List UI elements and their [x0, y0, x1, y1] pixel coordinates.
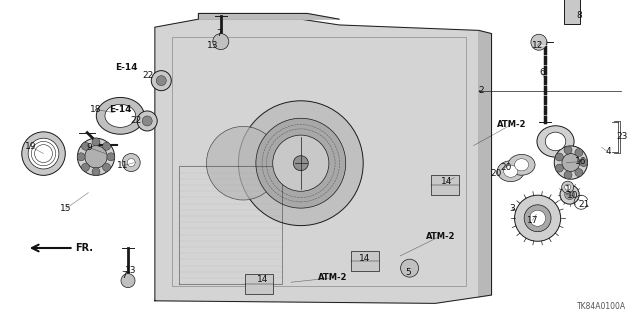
Circle shape [156, 76, 166, 86]
Circle shape [137, 111, 157, 131]
Text: 3: 3 [509, 204, 515, 213]
Circle shape [142, 116, 152, 126]
Circle shape [92, 168, 100, 176]
Polygon shape [155, 19, 479, 303]
Text: 23: 23 [616, 132, 628, 141]
Circle shape [122, 154, 140, 172]
Circle shape [554, 146, 588, 179]
Circle shape [127, 158, 135, 166]
Ellipse shape [96, 97, 145, 134]
Polygon shape [198, 13, 339, 19]
Circle shape [564, 146, 572, 154]
Circle shape [22, 132, 65, 175]
Circle shape [293, 156, 308, 171]
Circle shape [81, 142, 90, 150]
Text: E-14: E-14 [109, 105, 132, 114]
Circle shape [401, 259, 419, 277]
Circle shape [530, 210, 545, 226]
Text: 7: 7 [122, 271, 127, 280]
Bar [351, 251, 379, 271]
Text: 10: 10 [567, 191, 579, 200]
Circle shape [562, 154, 580, 172]
Circle shape [107, 153, 115, 161]
Bar [172, 37, 466, 286]
Circle shape [151, 71, 172, 91]
Circle shape [564, 184, 571, 190]
Text: 14: 14 [359, 254, 371, 263]
Bar [564, 0, 580, 24]
Text: 17: 17 [527, 216, 538, 225]
Text: 13: 13 [207, 41, 219, 50]
Circle shape [212, 34, 229, 50]
Text: ATM-2: ATM-2 [426, 232, 455, 241]
Polygon shape [479, 30, 492, 297]
Circle shape [28, 138, 59, 169]
Text: 7: 7 [216, 29, 221, 38]
Text: 13: 13 [125, 266, 137, 275]
Text: ATM-2: ATM-2 [497, 120, 527, 129]
Text: ATM-2: ATM-2 [318, 273, 348, 282]
Circle shape [238, 101, 363, 226]
Bar [431, 175, 459, 195]
Ellipse shape [504, 165, 518, 177]
Ellipse shape [508, 155, 535, 175]
Text: 12: 12 [532, 41, 543, 50]
Circle shape [531, 34, 547, 50]
Text: 11: 11 [117, 161, 129, 170]
Circle shape [564, 189, 575, 200]
Circle shape [564, 171, 572, 179]
Circle shape [575, 148, 583, 156]
Circle shape [256, 118, 346, 208]
Text: 19: 19 [25, 142, 36, 151]
Text: 1: 1 [566, 185, 571, 194]
Bar [245, 274, 273, 294]
Text: 6: 6 [540, 68, 545, 77]
Text: FR.: FR. [76, 243, 93, 253]
Circle shape [77, 138, 115, 175]
Text: 2: 2 [479, 86, 484, 95]
Circle shape [273, 135, 329, 191]
Circle shape [92, 138, 100, 146]
Text: 8: 8 [577, 11, 582, 20]
Text: 15: 15 [60, 204, 72, 213]
Text: E-14: E-14 [115, 63, 138, 72]
Ellipse shape [537, 126, 574, 157]
Text: 18: 18 [90, 105, 102, 114]
Circle shape [524, 205, 551, 232]
Circle shape [562, 181, 573, 193]
Ellipse shape [105, 104, 136, 127]
Circle shape [560, 185, 579, 204]
Ellipse shape [515, 159, 529, 171]
Circle shape [556, 153, 563, 161]
Text: 21: 21 [578, 200, 589, 209]
Text: 22: 22 [143, 71, 154, 80]
Ellipse shape [497, 161, 524, 181]
Circle shape [84, 146, 108, 168]
Text: TK84A0100A: TK84A0100A [577, 302, 626, 311]
Text: 5: 5 [405, 268, 410, 277]
Circle shape [206, 126, 280, 200]
Circle shape [556, 164, 563, 172]
Text: 22: 22 [130, 116, 141, 125]
Circle shape [102, 142, 111, 150]
Text: 14: 14 [441, 177, 452, 186]
Text: 20: 20 [490, 169, 502, 178]
Text: 9: 9 [87, 143, 92, 152]
Text: 16: 16 [575, 157, 587, 166]
Text: 14: 14 [257, 276, 268, 284]
Circle shape [575, 169, 583, 177]
Circle shape [121, 274, 135, 288]
Circle shape [81, 163, 90, 171]
Circle shape [515, 195, 561, 241]
Ellipse shape [545, 132, 566, 151]
Circle shape [102, 163, 111, 171]
Circle shape [580, 158, 588, 166]
Circle shape [77, 153, 85, 161]
Text: 4: 4 [605, 148, 611, 156]
Text: 20: 20 [500, 163, 511, 172]
